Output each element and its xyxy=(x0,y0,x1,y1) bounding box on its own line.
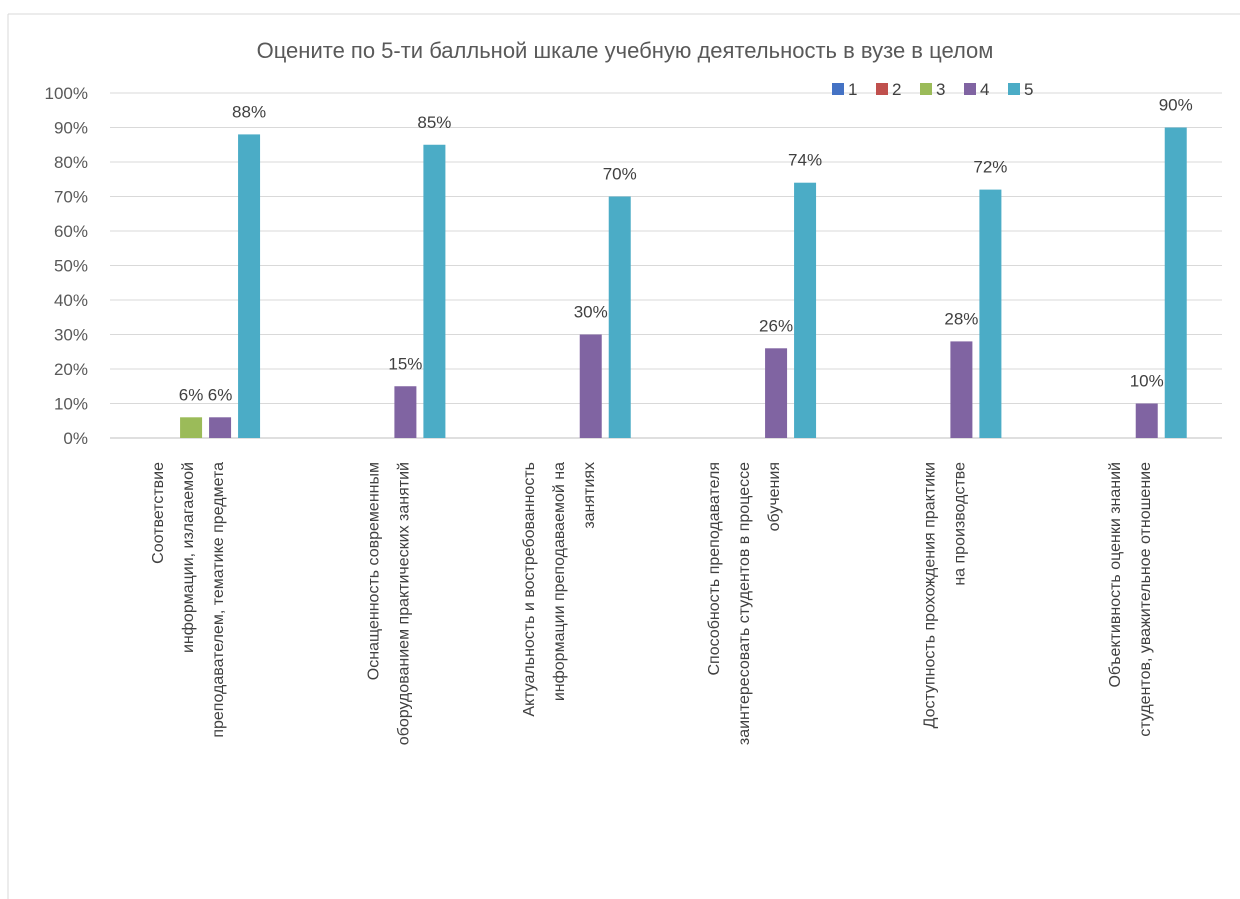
data-label-series-4-cat-3: 30% xyxy=(574,303,608,322)
legend-swatch-1 xyxy=(832,83,844,95)
data-labels-layer: 6% 6% 88% 15% 85% 30% 70% 26% 74% 28% 72% 10% 90% xyxy=(179,96,1193,405)
y-tick-label: 30% xyxy=(54,326,88,345)
legend-label-2: 2 xyxy=(892,80,901,99)
bar-series-4-cat-2 xyxy=(394,386,417,438)
y-tick-label: 80% xyxy=(54,153,88,172)
category-label-5: Доступность прохождения практики на произ… xyxy=(922,462,969,729)
category-label-line: информации преподаваемой на xyxy=(551,462,568,701)
data-label-series-4-cat-2: 15% xyxy=(388,354,422,373)
bar-series-4-cat-3 xyxy=(579,334,602,438)
bar-series-5-cat-1 xyxy=(238,134,261,438)
chart-title: Оцените по 5-ти балльной шкале учебную д… xyxy=(257,38,994,63)
category-label-line: обучения xyxy=(766,462,783,531)
y-tick-label: 0% xyxy=(63,429,88,448)
data-label-series-4-cat-4: 26% xyxy=(759,316,793,335)
category-label-line: преподавателем, тематике предмета xyxy=(210,462,227,738)
y-tick-label: 100% xyxy=(45,84,88,103)
data-label-series-3-cat-1: 6% xyxy=(179,385,204,404)
category-label-4: Способность преподавателя заинтересовать … xyxy=(706,462,783,745)
bar-series-5-cat-6 xyxy=(1164,127,1187,438)
y-tick-label: 50% xyxy=(54,257,88,276)
y-tick-label: 40% xyxy=(54,291,88,310)
y-tick-label: 60% xyxy=(54,222,88,241)
data-label-series-4-cat-1: 6% xyxy=(208,385,233,404)
category-label-line: на производстве xyxy=(952,462,969,586)
bar-series-4-cat-4 xyxy=(765,348,788,438)
bars-layer xyxy=(180,127,1187,438)
legend-swatch-2 xyxy=(876,83,888,95)
category-label-line: студентов, уважительное отношение xyxy=(1137,462,1154,737)
bar-series-5-cat-3 xyxy=(608,196,631,438)
category-label-1: Соответствие информации, излагаемой препод… xyxy=(150,462,227,738)
category-label-line: Объективность оценки знаний xyxy=(1107,462,1124,688)
category-label-line: Соответствие xyxy=(150,462,167,564)
y-tick-label: 90% xyxy=(54,119,88,138)
legend-swatch-3 xyxy=(920,83,932,95)
data-label-series-4-cat-5: 28% xyxy=(944,309,978,328)
y-tick-label: 10% xyxy=(54,395,88,414)
data-label-series-5-cat-4: 74% xyxy=(788,151,822,170)
legend: 1 2 3 4 5 xyxy=(832,80,1033,99)
bar-series-5-cat-5 xyxy=(979,189,1002,438)
y-tick-label: 70% xyxy=(54,188,88,207)
category-label-2: Оснащенность современным оборудованием пр… xyxy=(366,462,413,745)
data-label-series-5-cat-6: 90% xyxy=(1159,96,1193,115)
category-label-line: Оснащенность современным xyxy=(366,462,383,680)
grid-layer: 0% 10% 20% 30% 40% 50% 60% 70% 80% 90% 100% xyxy=(45,84,1222,448)
category-label-line: оборудованием практических занятий xyxy=(396,462,413,745)
y-tick-label: 20% xyxy=(54,360,88,379)
legend-swatch-4 xyxy=(964,83,976,95)
bar-series-4-cat-1 xyxy=(209,417,232,438)
category-label-line: Актуальность и востребованность xyxy=(521,462,538,717)
bar-series-5-cat-4 xyxy=(794,182,817,438)
legend-label-3: 3 xyxy=(936,80,945,99)
category-label-line: заинтересовать студентов в процессе xyxy=(736,462,753,745)
category-label-line: Способность преподавателя xyxy=(706,462,723,676)
data-label-series-5-cat-5: 72% xyxy=(973,158,1007,177)
category-label-line: информации, излагаемой xyxy=(180,462,197,653)
legend-swatch-5 xyxy=(1008,83,1020,95)
legend-label-1: 1 xyxy=(848,80,857,99)
data-label-series-5-cat-1: 88% xyxy=(232,102,266,121)
data-label-series-5-cat-2: 85% xyxy=(417,113,451,132)
legend-label-4: 4 xyxy=(980,80,989,99)
data-label-series-4-cat-6: 10% xyxy=(1130,372,1164,391)
category-label-3: Актуальность и востребованность информаци… xyxy=(521,462,598,717)
data-label-series-5-cat-3: 70% xyxy=(603,165,637,184)
category-label-line: Доступность прохождения практики xyxy=(922,462,939,728)
legend-label-5: 5 xyxy=(1024,80,1033,99)
bar-series-4-cat-5 xyxy=(950,341,973,438)
category-labels: Соответствие информации, излагаемой препод… xyxy=(150,462,1154,745)
category-label-6: Объективность оценки знаний студентов, ув… xyxy=(1107,462,1154,737)
category-label-line: занятиях xyxy=(581,462,598,529)
bar-series-3-cat-1 xyxy=(180,417,203,438)
bar-series-5-cat-2 xyxy=(423,144,446,438)
bar-series-4-cat-6 xyxy=(1135,403,1158,438)
